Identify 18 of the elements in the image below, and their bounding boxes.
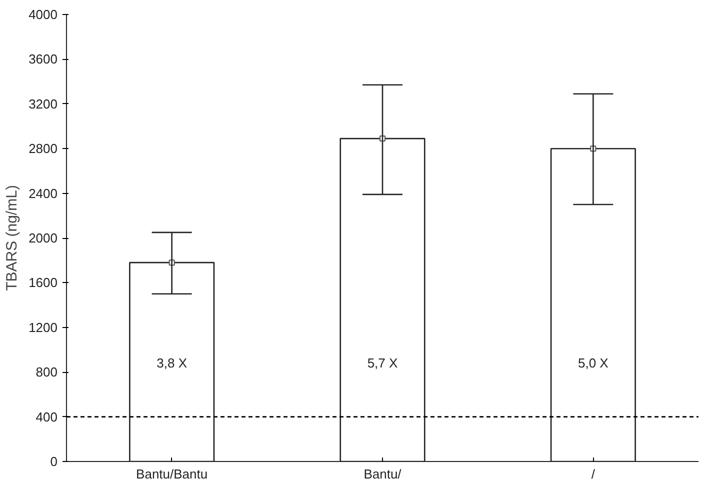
y-tick-label: 2800 bbox=[28, 141, 58, 156]
y-tick-label: 800 bbox=[36, 364, 58, 380]
x-tick-label: Bantu/ bbox=[364, 466, 402, 482]
y-tick-label: 400 bbox=[36, 409, 58, 424]
y-axis-title: TBARS (ng/mL) bbox=[4, 185, 21, 291]
y-tick-label: 2400 bbox=[28, 186, 58, 201]
y-tick-label: 1200 bbox=[28, 320, 58, 335]
y-tick-label: 1600 bbox=[28, 275, 58, 290]
y-tick-label: 0 bbox=[50, 454, 58, 469]
y-tick-label: 3600 bbox=[28, 52, 58, 67]
y-tick-label: 4000 bbox=[28, 7, 58, 22]
x-tick-label: / bbox=[591, 466, 596, 482]
annotation: 5,0 X bbox=[578, 356, 609, 371]
annotation: 5,7 X bbox=[367, 356, 398, 371]
y-tick-label: 2000 bbox=[28, 230, 58, 246]
annotation: 3,8 X bbox=[156, 356, 188, 371]
x-tick-label: Bantu/Bantu bbox=[136, 466, 208, 482]
y-tick-label: 3200 bbox=[28, 96, 58, 112]
